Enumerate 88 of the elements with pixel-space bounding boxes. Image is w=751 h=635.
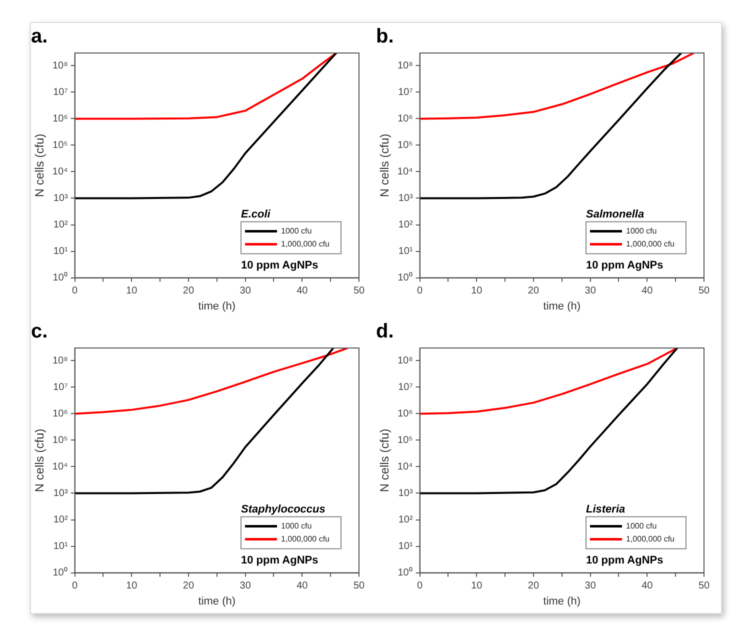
y-tick-label: 10⁰ <box>398 566 413 579</box>
legend-label: 1000 cfu <box>281 522 312 531</box>
y-tick-label: 10⁸ <box>397 60 413 72</box>
legend-title: Listeria <box>586 503 626 516</box>
y-axis-title: N cells (cfu) <box>378 428 392 492</box>
x-axis-title: time (h) <box>543 595 581 608</box>
x-tick-label: 0 <box>417 286 424 297</box>
x-tick-label: 10 <box>471 286 483 297</box>
x-tick-label: 10 <box>126 580 138 592</box>
y-axis-title: N cells (cfu) <box>32 428 47 492</box>
chart-title: d. <box>376 320 394 343</box>
y-tick-label: 10⁰ <box>52 566 68 579</box>
x-tick-label: 30 <box>240 580 252 592</box>
y-tick-label: 10⁸ <box>52 355 68 366</box>
y-tick-label: 10⁰ <box>52 272 68 284</box>
legend-label: 1000 cfu <box>626 522 657 531</box>
y-tick-label: 10⁶ <box>398 113 413 124</box>
y-tick-label: 10¹ <box>398 246 414 258</box>
x-tick-label: 30 <box>584 286 596 297</box>
y-tick-label: 10² <box>53 514 68 526</box>
x-tick-label: 50 <box>698 580 710 592</box>
y-tick-label: 10⁵ <box>52 434 68 446</box>
y-tick-label: 10⁴ <box>52 461 68 472</box>
legend-label: 1000 cfu <box>281 226 312 236</box>
y-tick-label: 10⁷ <box>398 86 414 98</box>
x-tick-label: 0 <box>72 580 78 592</box>
x-tick-label: 40 <box>296 580 308 592</box>
legend-label: 1,000,000 cfu <box>281 240 330 249</box>
x-tick-label: 0 <box>417 580 424 592</box>
x-tick-label: 30 <box>240 286 252 297</box>
y-tick-label: 10⁴ <box>52 166 68 178</box>
x-tick-label: 20 <box>528 580 540 592</box>
y-tick-label: 10⁸ <box>52 60 68 72</box>
legend-label: 1,000,000 cfu <box>626 240 674 249</box>
y-tick-label: 10⁵ <box>398 140 413 151</box>
x-tick-label: 20 <box>528 286 540 297</box>
x-tick-label: 20 <box>182 286 194 297</box>
y-tick-label: 10³ <box>398 192 414 204</box>
x-tick-label: 30 <box>584 580 596 592</box>
legend-title: Staphylococcus <box>241 503 326 516</box>
chart-title: c. <box>31 320 48 343</box>
x-tick-label: 20 <box>182 580 194 592</box>
y-tick-label: 10³ <box>398 488 414 499</box>
x-tick-label: 40 <box>642 580 654 592</box>
y-tick-label: 10⁵ <box>398 434 413 446</box>
y-tick-label: 10⁶ <box>52 408 68 420</box>
y-tick-label: 10¹ <box>398 541 414 552</box>
y-tick-label: 10⁷ <box>398 382 414 393</box>
x-tick-label: 50 <box>698 286 710 297</box>
legend-label: 1,000,000 cfu <box>626 534 674 544</box>
y-tick-label: 10⁴ <box>397 461 413 472</box>
legend-label: 1000 cfu <box>626 226 657 236</box>
y-axis-title: N cells (cfu) <box>32 134 47 198</box>
annotation: 10 ppm AgNPs <box>241 259 318 272</box>
y-tick-label: 10¹ <box>53 246 68 258</box>
legend-title: E.coli <box>241 208 272 220</box>
x-tick-label: 40 <box>642 286 654 297</box>
x-axis-title: time (h) <box>543 300 581 312</box>
y-tick-label: 10¹ <box>53 541 68 552</box>
y-axis-title: N cells (cfu) <box>378 134 392 198</box>
y-tick-label: 10² <box>398 514 414 526</box>
y-tick-label: 10⁸ <box>397 355 413 366</box>
x-tick-label: 10 <box>471 580 483 592</box>
annotation: 10 ppm AgNPs <box>586 259 664 272</box>
y-tick-label: 10³ <box>53 192 68 204</box>
y-tick-label: 10⁵ <box>52 140 68 151</box>
y-tick-label: 10⁶ <box>398 408 413 420</box>
annotation: 10 ppm AgNPs <box>241 554 318 566</box>
x-tick-label: 40 <box>296 286 308 297</box>
x-tick-label: 10 <box>126 286 138 297</box>
x-axis-title: time (h) <box>198 300 236 312</box>
legend-label: 1,000,000 cfu <box>281 534 330 544</box>
y-tick-label: 10² <box>398 220 414 231</box>
y-tick-label: 10⁰ <box>398 272 413 284</box>
annotation: 10 ppm AgNPs <box>586 554 664 566</box>
y-tick-label: 10² <box>53 220 68 231</box>
x-tick-label: 0 <box>72 286 78 297</box>
x-axis-title: time (h) <box>198 595 236 608</box>
y-tick-label: 10⁴ <box>397 166 413 178</box>
chart-title: b. <box>376 26 394 48</box>
legend-title: Salmonella <box>586 208 644 220</box>
y-tick-label: 10⁷ <box>53 382 68 393</box>
y-tick-label: 10⁷ <box>53 86 68 98</box>
y-tick-label: 10³ <box>53 488 68 499</box>
x-tick-label: 50 <box>353 286 365 297</box>
y-tick-label: 10⁶ <box>52 113 68 124</box>
chart-title: a. <box>31 26 48 48</box>
x-tick-label: 50 <box>353 580 365 592</box>
